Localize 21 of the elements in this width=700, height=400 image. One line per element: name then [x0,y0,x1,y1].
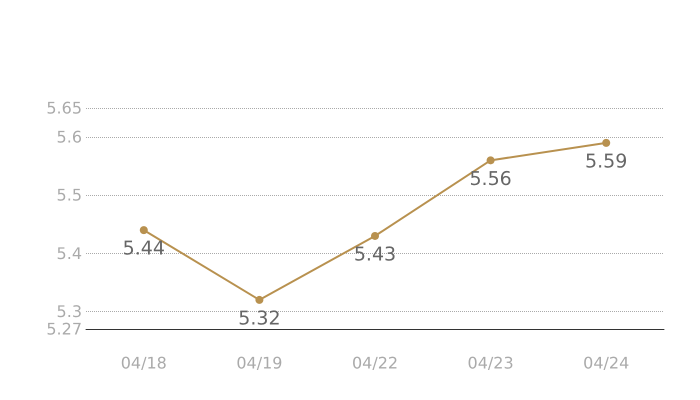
data-label: 5.59 [585,150,628,172]
point [140,226,148,234]
x-tick-label: 04/19 [236,354,282,372]
x-tick-label: 04/23 [468,354,514,372]
data-label: 5.32 [238,307,281,330]
x-tick-label: 04/24 [583,354,630,372]
x-tick-label: 04/22 [352,354,398,372]
point [602,138,610,147]
x-tick-label: 04/18 [120,354,167,372]
point [371,232,379,240]
y-tick-label: 5.6 [56,128,82,147]
data-label: 5.44 [122,238,165,260]
point [486,156,495,164]
y-tick-label: 5.4 [56,244,82,263]
y-tick-label: 5.27 [46,320,82,338]
point [255,296,264,304]
y-tick-label: 5.65 [46,98,82,118]
y-tick-label: 5.3 [56,302,82,322]
y-tick-label: 5.5 [56,186,82,205]
data-label: 5.43 [354,243,396,266]
data-label: 5.56 [469,168,512,190]
